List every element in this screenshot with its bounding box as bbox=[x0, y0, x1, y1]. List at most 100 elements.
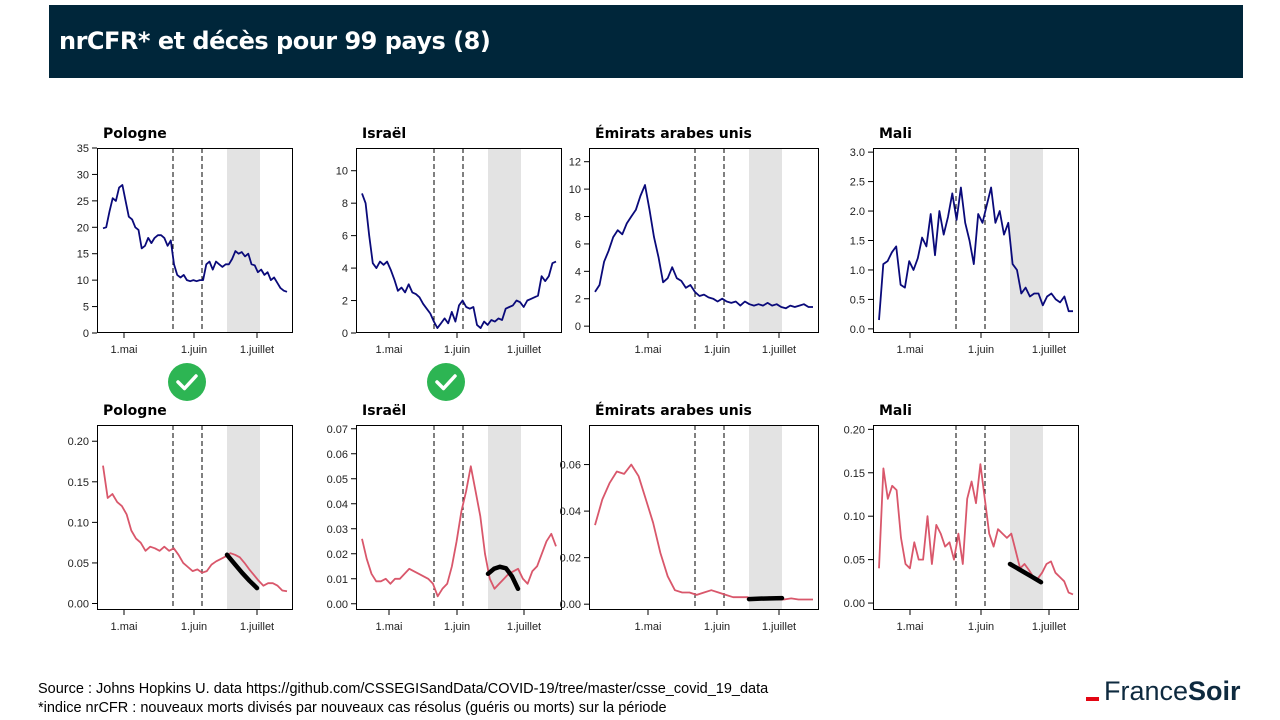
y-tick-label: 0.06 bbox=[327, 449, 348, 461]
y-tick-label: 10 bbox=[77, 275, 89, 287]
y-tick-label: 35 bbox=[77, 143, 89, 155]
checkmark-icon bbox=[168, 363, 206, 401]
y-tick-label: 2 bbox=[342, 296, 348, 308]
chart-title: Israël bbox=[362, 126, 407, 142]
y-tick-label: 3.0 bbox=[850, 147, 865, 159]
y-tick-label: 0.01 bbox=[327, 574, 348, 586]
chart-svg: 0.00 0.02 0.04 0.06 1.mai 1.juin 1.juillet bbox=[560, 425, 819, 633]
checkmark-stroke bbox=[435, 374, 457, 391]
y-tick-label: 2.0 bbox=[850, 206, 865, 218]
x-tick-label: 1.juillet bbox=[762, 621, 796, 633]
x-tick-label: 1.juin bbox=[181, 621, 207, 633]
chart-panel-0-1: Israël 0 2 4 6 8 10 1.mai 1.juin 1.juillet bbox=[336, 126, 562, 372]
shaded-period bbox=[749, 425, 782, 610]
y-tick-label: 0.0 bbox=[850, 324, 865, 336]
chart-title: Mali bbox=[879, 126, 912, 142]
y-tick-label: 0.00 bbox=[560, 599, 581, 611]
x-tick-label: 1.juillet bbox=[507, 344, 541, 356]
x-tick-label: 1.juin bbox=[968, 621, 994, 633]
x-tick-label: 1.mai bbox=[376, 621, 403, 633]
x-tick-label: 1.mai bbox=[376, 344, 403, 356]
y-tick-label: 0.05 bbox=[68, 558, 89, 570]
x-tick-label: 1.juillet bbox=[1032, 621, 1066, 633]
checkmark-stroke bbox=[176, 374, 198, 391]
checkmark-glyph bbox=[435, 374, 457, 391]
y-tick-label: 1.5 bbox=[850, 236, 865, 248]
plot-frame bbox=[589, 425, 819, 610]
x-tick-label: 1.mai bbox=[897, 621, 924, 633]
checkmark-icon bbox=[427, 363, 465, 401]
y-tick-label: 0.02 bbox=[327, 549, 348, 561]
trend-line bbox=[485, 564, 521, 592]
x-tick-label: 1.mai bbox=[635, 344, 662, 356]
y-tick-label: 0.06 bbox=[560, 460, 581, 472]
x-tick-label: 1.mai bbox=[635, 621, 662, 633]
y-tick-label: 0 bbox=[83, 328, 89, 340]
plot-frame bbox=[589, 148, 819, 333]
y-tick-label: 15 bbox=[77, 249, 89, 261]
x-tick-label: 1.mai bbox=[111, 621, 138, 633]
definition-note: *indice nrCFR : nouveaux morts divisés p… bbox=[38, 700, 667, 716]
chart-title: Israël bbox=[362, 403, 407, 419]
series-line bbox=[361, 465, 557, 598]
y-tick-label: 0.05 bbox=[327, 474, 348, 486]
x-tick-label: 1.juin bbox=[704, 621, 730, 633]
chart-svg: 0 2 4 6 8 10 1.mai 1.juin 1.juillet bbox=[336, 148, 562, 356]
x-tick-label: 1.juillet bbox=[507, 621, 541, 633]
y-tick-label: 0.00 bbox=[327, 599, 348, 611]
plot-frame bbox=[356, 425, 562, 610]
checkmark-glyph bbox=[176, 374, 198, 391]
y-tick-label: 0.03 bbox=[327, 524, 348, 536]
x-tick-label: 1.juin bbox=[704, 344, 730, 356]
title-bar: nrCFR* et décès pour 99 pays (8) bbox=[49, 5, 1243, 78]
shaded-period bbox=[488, 148, 521, 333]
y-tick-label: 0 bbox=[575, 321, 581, 333]
x-tick-label: 1.juin bbox=[968, 344, 994, 356]
chart-panel-1-1: Israël 0.00 0.01 0.02 0.03 0.04 0.05 0.06 0.07 1.… bbox=[327, 403, 562, 649]
x-tick-label: 1.juin bbox=[444, 344, 470, 356]
x-tick-label: 1.juillet bbox=[1032, 344, 1066, 356]
source-note: Source : Johns Hopkins U. data https://g… bbox=[38, 681, 769, 697]
series-line bbox=[102, 465, 288, 593]
footer: Source : Johns Hopkins U. data https://g… bbox=[38, 680, 768, 718]
y-tick-label: 25 bbox=[77, 196, 89, 208]
plot-frame bbox=[873, 425, 1079, 610]
y-tick-label: 0.02 bbox=[560, 553, 581, 565]
y-tick-label: 0.00 bbox=[68, 599, 89, 611]
y-tick-label: 0.07 bbox=[327, 424, 348, 436]
y-tick-label: 10 bbox=[569, 184, 581, 196]
francesoir-logo: FranceSoir bbox=[1086, 676, 1241, 712]
y-tick-label: 0.10 bbox=[844, 511, 865, 523]
y-tick-label: 0.15 bbox=[68, 477, 89, 489]
y-tick-label: 10 bbox=[336, 166, 348, 178]
y-tick-label: 0 bbox=[342, 328, 348, 340]
x-tick-label: 1.juin bbox=[444, 621, 470, 633]
y-tick-label: 8 bbox=[342, 198, 348, 210]
chart-svg: 0 5 10 15 20 25 30 35 1.mai 1.juin 1.juillet bbox=[77, 143, 293, 356]
y-tick-label: 0.15 bbox=[844, 468, 865, 480]
chart-svg: 0.00 0.05 0.10 0.15 0.20 1.mai 1.juin 1.juillet bbox=[68, 425, 293, 633]
y-tick-label: 4 bbox=[342, 263, 348, 275]
y-tick-label: 0.20 bbox=[844, 424, 865, 436]
logo-dash bbox=[1086, 696, 1099, 701]
chart-panel-1-2: Émirats arabes unis 0.00 0.02 0.04 0.06 1.mai… bbox=[560, 403, 819, 649]
shaded-period bbox=[749, 148, 782, 333]
shaded-period bbox=[227, 148, 260, 333]
logo-part2: Soir bbox=[1188, 676, 1241, 706]
y-tick-label: 30 bbox=[77, 169, 89, 181]
y-tick-label: 2 bbox=[575, 294, 581, 306]
chart-panel-1-3: Mali 0.00 0.05 0.10 0.15 0.20 1.mai 1.juin 1.jui… bbox=[844, 403, 1079, 649]
y-tick-label: 20 bbox=[77, 222, 89, 234]
shaded-period bbox=[227, 425, 260, 610]
logo-part1: France bbox=[1104, 676, 1189, 706]
plot-frame bbox=[873, 148, 1079, 333]
x-tick-label: 1.juillet bbox=[240, 344, 274, 356]
x-tick-label: 1.mai bbox=[897, 344, 924, 356]
plot-frame bbox=[97, 148, 293, 333]
chart-title: Mali bbox=[879, 403, 912, 419]
y-tick-label: 5 bbox=[83, 302, 89, 314]
series-line bbox=[878, 186, 1073, 321]
x-tick-label: 1.juillet bbox=[240, 621, 274, 633]
y-tick-label: 12 bbox=[569, 157, 581, 169]
y-tick-label: 0.04 bbox=[560, 506, 581, 518]
